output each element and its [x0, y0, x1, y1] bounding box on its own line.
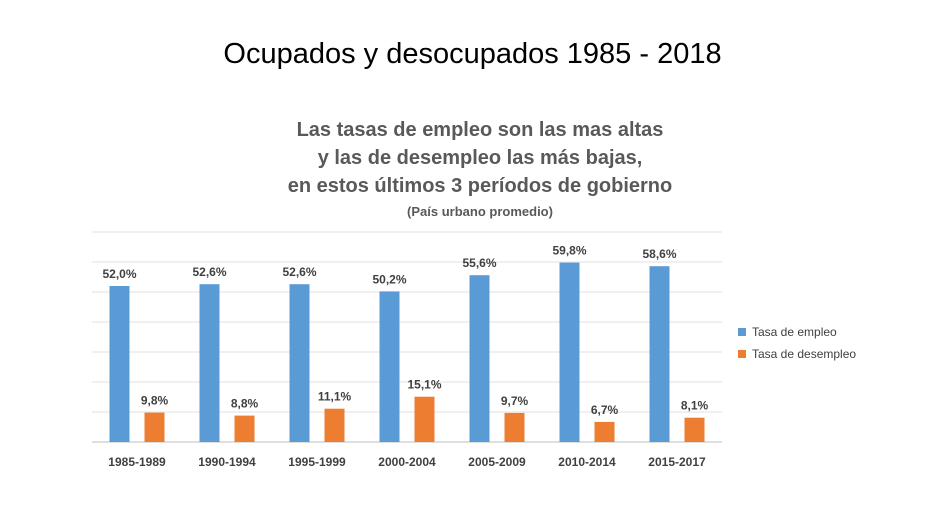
data-label-desempleo: 9,8% — [141, 394, 169, 408]
data-label-empleo: 59,8% — [552, 244, 586, 258]
data-label-empleo: 55,6% — [462, 256, 496, 270]
x-tick-label: 2015-2017 — [648, 455, 706, 469]
gridlines — [92, 231, 722, 443]
chart-title-line-3: en estos últimos 3 períodos de gobierno — [287, 175, 673, 197]
chart-subtitle: (País urbano promedio) — [407, 204, 553, 219]
bar-empleo — [469, 275, 490, 442]
bar-empleo — [379, 291, 400, 442]
slide-title: Ocupados y desocupados 1985 - 2018 — [223, 38, 722, 70]
bar-empleo — [559, 262, 580, 442]
x-tick-label: 2010-2014 — [558, 455, 616, 469]
chart-title-line-1: Las tasas de empleo son las mas altas — [296, 119, 664, 141]
x-tick-label: 2005-2009 — [468, 455, 526, 469]
bar-desempleo — [414, 396, 435, 442]
bar-desempleo — [684, 417, 705, 442]
bar-empleo — [649, 266, 670, 442]
x-tick-label: 1990-1994 — [198, 455, 256, 469]
data-label-empleo: 52,6% — [192, 265, 226, 279]
data-label-empleo: 52,0% — [102, 267, 136, 281]
bar-empleo — [109, 286, 130, 442]
data-label-desempleo: 8,8% — [231, 397, 259, 411]
data-label-desempleo: 6,7% — [591, 403, 619, 417]
legend-label: Tasa de desempleo — [752, 347, 856, 361]
data-label-empleo: 58,6% — [642, 247, 676, 261]
bar-desempleo — [234, 415, 255, 442]
x-tick-label: 1995-1999 — [288, 455, 346, 469]
legend: Tasa de empleo Tasa de desempleo — [738, 325, 856, 361]
data-label-desempleo: 8,1% — [681, 399, 709, 413]
bar-desempleo — [594, 421, 615, 442]
data-label-desempleo: 15,1% — [407, 378, 441, 392]
data-label-desempleo: 11,1% — [318, 390, 352, 404]
legend-swatch — [738, 328, 746, 336]
bar-desempleo — [504, 412, 525, 442]
x-tick-label: 1985-1989 — [108, 455, 166, 469]
bars — [109, 262, 705, 442]
data-labels: 52,0% 9,8% 52,6% 8,8% 52,6% 11,1% 50,2% 15,1% 55… — [102, 244, 708, 417]
data-label-desempleo: 9,7% — [501, 394, 529, 408]
data-label-empleo: 52,6% — [282, 265, 316, 279]
legend-swatch — [738, 350, 746, 358]
bar-empleo — [289, 284, 310, 442]
bar-desempleo — [324, 408, 345, 442]
x-axis-ticks: 1985-1989 1990-1994 1995-1999 2000-2004 2005… — [108, 455, 706, 469]
chart-title: Las tasas de empleo son las mas altas y … — [190, 116, 770, 222]
legend-label: Tasa de empleo — [752, 325, 837, 339]
data-label-empleo: 50,2% — [372, 272, 406, 286]
bar-empleo — [199, 284, 220, 442]
bar-desempleo — [144, 412, 165, 442]
x-tick-label: 2000-2004 — [378, 455, 436, 469]
chart-title-line-2: y las de desempleo las más bajas, — [317, 147, 643, 169]
